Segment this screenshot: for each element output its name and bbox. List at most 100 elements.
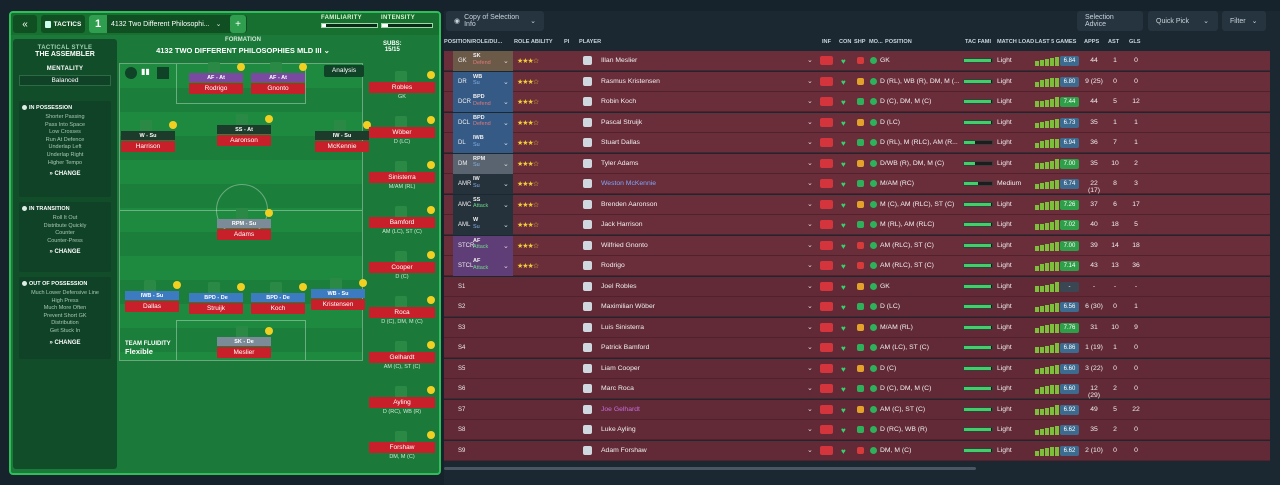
selection-advice-button[interactable]: Selection Advice: [1077, 11, 1143, 31]
col-apps[interactable]: APPS: [1084, 39, 1100, 45]
table-row[interactable]: S6 Marc Roca ⌄ ♥ D (C), DM, M (C) Light 6.60 12…: [444, 379, 1270, 399]
player-name[interactable]: Maximilian Wöber: [601, 303, 656, 310]
filter-button[interactable]: Filter ⌄: [1222, 11, 1266, 31]
role-cell[interactable]: AF Attack: [473, 238, 511, 251]
table-row[interactable]: DCL BPD Defend ⌄ ★★★☆ Pascal Struijk ⌄ ♥ D (LC) L…: [444, 112, 1270, 133]
add-tactic-button[interactable]: +: [230, 15, 246, 33]
player-name[interactable]: Patrick Bamford: [601, 344, 650, 351]
table-row[interactable]: S7 Joe Gelhardt ⌄ ♥ AM (C), ST (C) Light 6.92 4…: [444, 399, 1270, 420]
table-row[interactable]: S1 Joel Robles ⌄ ♥ GK Light - - - -: [444, 276, 1270, 297]
analysis-button[interactable]: Analysis: [324, 65, 364, 77]
player-name[interactable]: Liam Cooper: [601, 364, 640, 372]
chevron-down-icon[interactable]: ⌄: [807, 118, 813, 126]
col-position[interactable]: POSITION: [885, 39, 912, 45]
chevron-down-icon[interactable]: ⌄: [807, 159, 813, 167]
role-cell[interactable]: W Su: [473, 217, 511, 230]
chevron-down-icon[interactable]: ⌄: [503, 99, 509, 106]
chevron-down-icon[interactable]: ⌄: [503, 119, 509, 127]
chevron-down-icon[interactable]: ⌄: [807, 241, 813, 249]
mentality-select[interactable]: Balanced: [19, 75, 111, 86]
col-pi[interactable]: PI: [564, 39, 570, 45]
chevron-down-icon[interactable]: ⌄: [503, 58, 509, 65]
chevron-down-icon[interactable]: ⌄: [807, 57, 813, 64]
role-cell[interactable]: SK Defend: [473, 53, 511, 66]
collapse-button[interactable]: «: [13, 15, 37, 33]
chevron-down-icon[interactable]: ⌄: [503, 201, 509, 209]
chevron-down-icon[interactable]: ⌄: [807, 344, 813, 351]
chevron-down-icon[interactable]: ⌄: [503, 181, 509, 188]
copy-selection-dropdown[interactable]: ◉ Copy of Selection Info ⌄: [446, 11, 544, 31]
chevron-down-icon[interactable]: ⌄: [807, 323, 813, 331]
table-row[interactable]: S9 Adam Forshaw ⌄ ♥ DM, M (C) Light 6.62 2 (10)…: [444, 440, 1270, 461]
chevron-down-icon[interactable]: ⌄: [807, 200, 813, 208]
col-inf[interactable]: INF: [822, 39, 832, 45]
table-row[interactable]: DL IWB Su ⌄ ★★★☆ Stuart Dallas ⌄ ♥ D (RL), M (RL…: [444, 133, 1270, 153]
chevron-down-icon[interactable]: ⌄: [807, 405, 813, 413]
table-row[interactable]: S8 Luke Ayling ⌄ ♥ D (RC), WB (R) Light 6.62 35…: [444, 420, 1270, 440]
table-row[interactable]: S3 Luis Sinisterra ⌄ ♥ M/AM (RL) Light 7.76 31 1…: [444, 317, 1270, 338]
chevron-down-icon[interactable]: ⌄: [503, 78, 509, 86]
role-cell[interactable]: AF Attack: [473, 258, 511, 271]
table-row[interactable]: DCR BPD Defend ⌄ ★★★☆ Robin Koch ⌄ ♥ D (C), DM, …: [444, 92, 1270, 112]
table-row[interactable]: S4 Patrick Bamford ⌄ ♥ AM (LC), ST (C) Light 6…: [444, 338, 1270, 358]
tactic-select[interactable]: 1 4132 Two Different Philosophi... ⌄: [89, 15, 247, 33]
chevron-down-icon[interactable]: ⌄: [807, 282, 813, 290]
player-name[interactable]: Stuart Dallas: [601, 139, 640, 146]
view-mode-icon[interactable]: [125, 67, 137, 79]
player-name[interactable]: Joe Gelhardt: [601, 405, 640, 413]
col-gls[interactable]: GLS: [1129, 39, 1141, 45]
player-name[interactable]: Robin Koch: [601, 98, 637, 105]
col-role-ability[interactable]: ROLE ABILITY: [514, 39, 553, 45]
role-cell[interactable]: IW Su: [473, 176, 511, 189]
style-name[interactable]: THE ASSEMBLER: [35, 51, 95, 58]
chevron-down-icon[interactable]: ⌄: [807, 139, 813, 146]
role-cell[interactable]: SS Attack: [473, 197, 511, 210]
table-row[interactable]: DR WB Su ⌄ ★★★☆ Rasmus Kristensen ⌄ ♥ D (RL), WB…: [444, 71, 1270, 92]
col-shp[interactable]: SHP: [854, 39, 866, 45]
table-row[interactable]: STCL AF Attack ⌄ ★★★☆ Rodrigo ⌄ ♥ AM (RLC), ST (…: [444, 256, 1270, 276]
table-row[interactable]: GK SK Defend ⌄ ★★★☆ Illan Meslier ⌄ ♥ GK Light 6.8…: [444, 51, 1270, 71]
player-name[interactable]: Jack Harrison: [601, 221, 643, 228]
col-tac-fam[interactable]: TAC FAMI: [965, 39, 991, 45]
player-name[interactable]: Wilfried Gnonto: [601, 241, 648, 249]
chevron-down-icon[interactable]: ⌄: [503, 160, 509, 168]
change-out-of-possession-button[interactable]: » CHANGE: [49, 339, 81, 346]
player-name[interactable]: Brenden Aaronson: [601, 200, 658, 208]
col-player[interactable]: PLAYER: [579, 39, 602, 45]
quick-pick-button[interactable]: Quick Pick ⌄: [1148, 11, 1218, 31]
table-row[interactable]: AML W Su ⌄ ★★★☆ Jack Harrison ⌄ ♥ M (RL), AM (RL…: [444, 215, 1270, 235]
table-row[interactable]: STCR AF Attack ⌄ ★★★☆ Wilfried Gnonto ⌄ ♥ AM (RL…: [444, 235, 1270, 256]
chevron-down-icon[interactable]: ⌄: [807, 385, 813, 392]
role-cell[interactable]: RPM Su: [473, 156, 511, 169]
chevron-down-icon[interactable]: ⌄: [503, 222, 509, 229]
list-icon[interactable]: [157, 67, 169, 79]
chevron-down-icon[interactable]: ⌄: [807, 446, 813, 454]
col-match-load[interactable]: MATCH LOAD: [997, 39, 1035, 45]
chevron-down-icon[interactable]: ⌄: [807, 426, 813, 433]
role-cell[interactable]: WB Su: [473, 74, 511, 87]
player-name[interactable]: Illan Meslier: [601, 57, 638, 64]
change-in-transition-button[interactable]: » CHANGE: [49, 249, 81, 256]
role-cell[interactable]: IWB Su: [473, 135, 511, 148]
chevron-down-icon[interactable]: ⌄: [807, 303, 813, 310]
chevron-down-icon[interactable]: ⌄: [807, 262, 813, 269]
player-name[interactable]: Marc Roca: [601, 385, 634, 392]
chevron-down-icon[interactable]: ⌄: [503, 140, 509, 147]
table-row[interactable]: AMC SS Attack ⌄ ★★★☆ Brenden Aaronson ⌄ ♥ M (C),…: [444, 194, 1270, 215]
horizontal-scrollbar[interactable]: [444, 467, 976, 470]
col-last5[interactable]: LAST 5 GAMES: [1035, 39, 1077, 45]
table-row[interactable]: S5 Liam Cooper ⌄ ♥ D (C) Light 6.60 3 (22) 0 0: [444, 358, 1270, 379]
player-name[interactable]: Luke Ayling: [601, 426, 636, 433]
player-name[interactable]: Pascal Struijk: [601, 118, 643, 126]
bar-chart-icon[interactable]: ▮▮: [141, 67, 150, 76]
col-position-role[interactable]: POSITION/ROLE/DU...: [444, 39, 503, 45]
chevron-down-icon[interactable]: ⌄: [807, 98, 813, 105]
col-ast[interactable]: AST: [1108, 39, 1120, 45]
table-row[interactable]: S2 Maximilian Wöber ⌄ ♥ D (LC) Light 6.56 6 (30…: [444, 297, 1270, 317]
player-name[interactable]: Luis Sinisterra: [601, 323, 645, 331]
player-name[interactable]: Rodrigo: [601, 262, 625, 269]
role-cell[interactable]: BPD Defend: [473, 94, 511, 107]
role-cell[interactable]: BPD Defend: [473, 115, 511, 128]
col-con[interactable]: CON: [839, 39, 852, 45]
player-name[interactable]: Joel Robles: [601, 282, 637, 290]
